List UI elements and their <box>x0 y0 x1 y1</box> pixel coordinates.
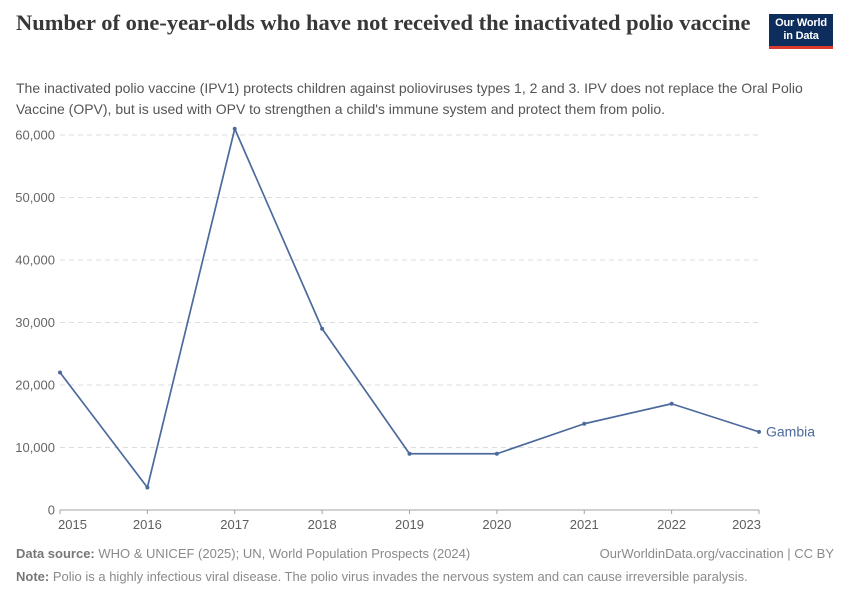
data-source-text: Data source: WHO & UNICEF (2025); UN, Wo… <box>16 545 470 563</box>
series-end-label: Gambia <box>766 423 815 439</box>
x-axis-tick-label: 2020 <box>482 517 511 532</box>
data-point <box>494 451 499 456</box>
data-source-label: Data source: <box>16 546 95 561</box>
owid-cc-by-link[interactable]: OurWorldinData.org/vaccination | CC BY <box>599 546 834 561</box>
owid-logo-line2: in Data <box>783 30 819 42</box>
y-axis-tick-label: 20,000 <box>15 378 55 393</box>
data-point <box>320 326 325 331</box>
x-axis-tick-label: 2019 <box>395 517 424 532</box>
owid-logo-line1: Our World <box>775 17 827 29</box>
y-axis-tick-label: 0 <box>48 503 55 518</box>
owid-logo[interactable]: Our World in Data <box>769 14 833 49</box>
footer-source-row: Data source: WHO & UNICEF (2025); UN, Wo… <box>16 545 834 563</box>
data-point <box>232 126 237 131</box>
data-point <box>669 401 674 406</box>
note-label: Note: <box>16 569 50 584</box>
chart-subtitle: The inactivated polio vaccine (IPV1) pro… <box>16 80 803 117</box>
y-axis-tick-label: 50,000 <box>15 190 55 205</box>
x-axis-tick-label: 2016 <box>133 517 162 532</box>
data-point <box>145 485 150 490</box>
chart-footer: Data source: WHO & UNICEF (2025); UN, Wo… <box>16 545 834 586</box>
data-point <box>407 451 412 456</box>
data-source-value: WHO & UNICEF (2025); UN, World Populatio… <box>98 546 471 561</box>
series-line-gambia <box>59 127 760 489</box>
x-axis-tick-label: 2018 <box>308 517 337 532</box>
x-axis-tick-label: 2022 <box>657 517 686 532</box>
y-axis-tick-label: 60,000 <box>15 128 55 143</box>
x-axis-tick-label: 2015 <box>58 517 87 532</box>
x-axis-tick-label: 2023 <box>732 517 761 532</box>
y-axis-tick-label: 30,000 <box>15 315 55 330</box>
y-axis-tick-label: 40,000 <box>15 253 55 268</box>
x-axis-tick-label: 2017 <box>220 517 249 532</box>
chart-title: Number of one-year-olds who have not rec… <box>16 10 751 35</box>
data-point <box>58 370 62 375</box>
data-point <box>757 429 761 434</box>
data-point <box>582 421 587 426</box>
note-text: Polio is a highly infectious viral disea… <box>52 569 748 584</box>
x-axis-tick-label: 2021 <box>570 517 599 532</box>
footer-note-row: Note: Polio is a highly infectious viral… <box>16 568 834 586</box>
y-axis-tick-label: 10,000 <box>15 440 55 455</box>
